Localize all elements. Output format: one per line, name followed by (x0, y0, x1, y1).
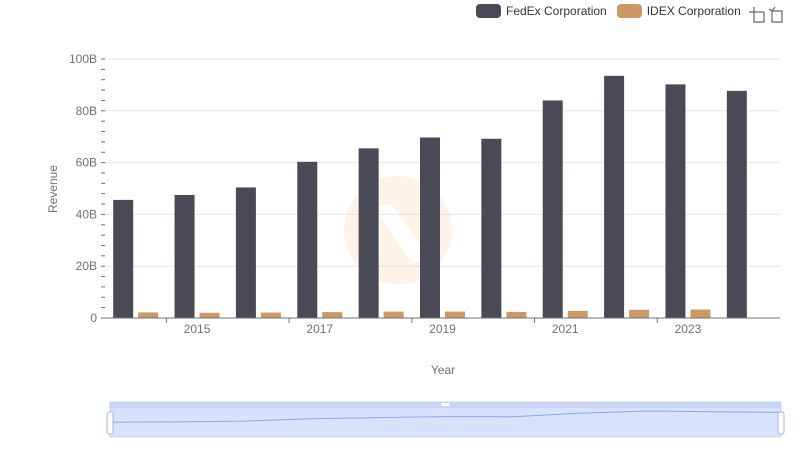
slider-preview-line (109, 410, 782, 423)
bar-idex (383, 311, 404, 318)
bar-idex (567, 310, 588, 318)
y-tick-label: 100B (69, 52, 97, 66)
legend-swatch-fedex (476, 4, 501, 18)
bar-fedex (481, 138, 502, 318)
y-tick-label: 20B (76, 259, 97, 273)
legend-item-fedex[interactable]: FedEx Corporation (476, 4, 607, 18)
bar-idex (445, 311, 465, 318)
x-tick-label: 2015 (184, 322, 211, 336)
x-tick-label: 2019 (429, 322, 456, 336)
y-tick-label: 60B (76, 156, 97, 170)
slider-handle-left (106, 411, 114, 435)
legend-label-idex: IDEX Corporation (646, 4, 741, 18)
bar-idex (506, 311, 527, 318)
bar-fedex (604, 75, 625, 319)
bar-idex (629, 309, 650, 318)
bar-idex (199, 312, 220, 318)
bar-idex (690, 309, 711, 318)
x-axis-title: Year (431, 363, 455, 377)
bar-idex (138, 312, 159, 318)
legend: FedEx Corporation IDEX Corporation (476, 4, 751, 18)
x-tick-label: 2023 (675, 322, 702, 336)
legend-swatch-idex (616, 4, 642, 18)
bar-idex (322, 312, 343, 318)
bar-fedex (358, 148, 379, 318)
axes: 0 20B 40B 60B 80B 100B 2015 2017 2019 2021 2023 (69, 52, 780, 336)
y-axis-title: Revenue (46, 165, 60, 213)
zoom-icon[interactable] (748, 6, 766, 24)
bar-fedex (174, 194, 195, 318)
legend-item-idex[interactable]: IDEX Corporation (616, 4, 741, 18)
y-tick-label: 40B (76, 207, 97, 221)
restore-icon[interactable] (768, 6, 786, 24)
y-tick-label: 80B (76, 104, 97, 118)
bar-fedex (665, 84, 686, 318)
bar-fedex (113, 199, 134, 318)
slider-grip (441, 403, 450, 406)
bar-idex (260, 312, 281, 318)
x-tick-label: 2017 (306, 322, 333, 336)
x-tick-label: 2021 (552, 322, 579, 336)
slider-handle-right (777, 411, 785, 435)
bar-fedex (542, 100, 563, 318)
toolbox (746, 6, 786, 24)
bar-series (113, 75, 747, 319)
bar-fedex (297, 161, 318, 318)
bar-fedex (235, 187, 256, 318)
datazoom-slider[interactable] (106, 401, 785, 438)
bar-fedex (726, 90, 747, 319)
y-tick-label: 0 (90, 311, 97, 325)
bar-fedex (420, 137, 440, 318)
legend-label-fedex: FedEx Corporation (506, 4, 607, 18)
